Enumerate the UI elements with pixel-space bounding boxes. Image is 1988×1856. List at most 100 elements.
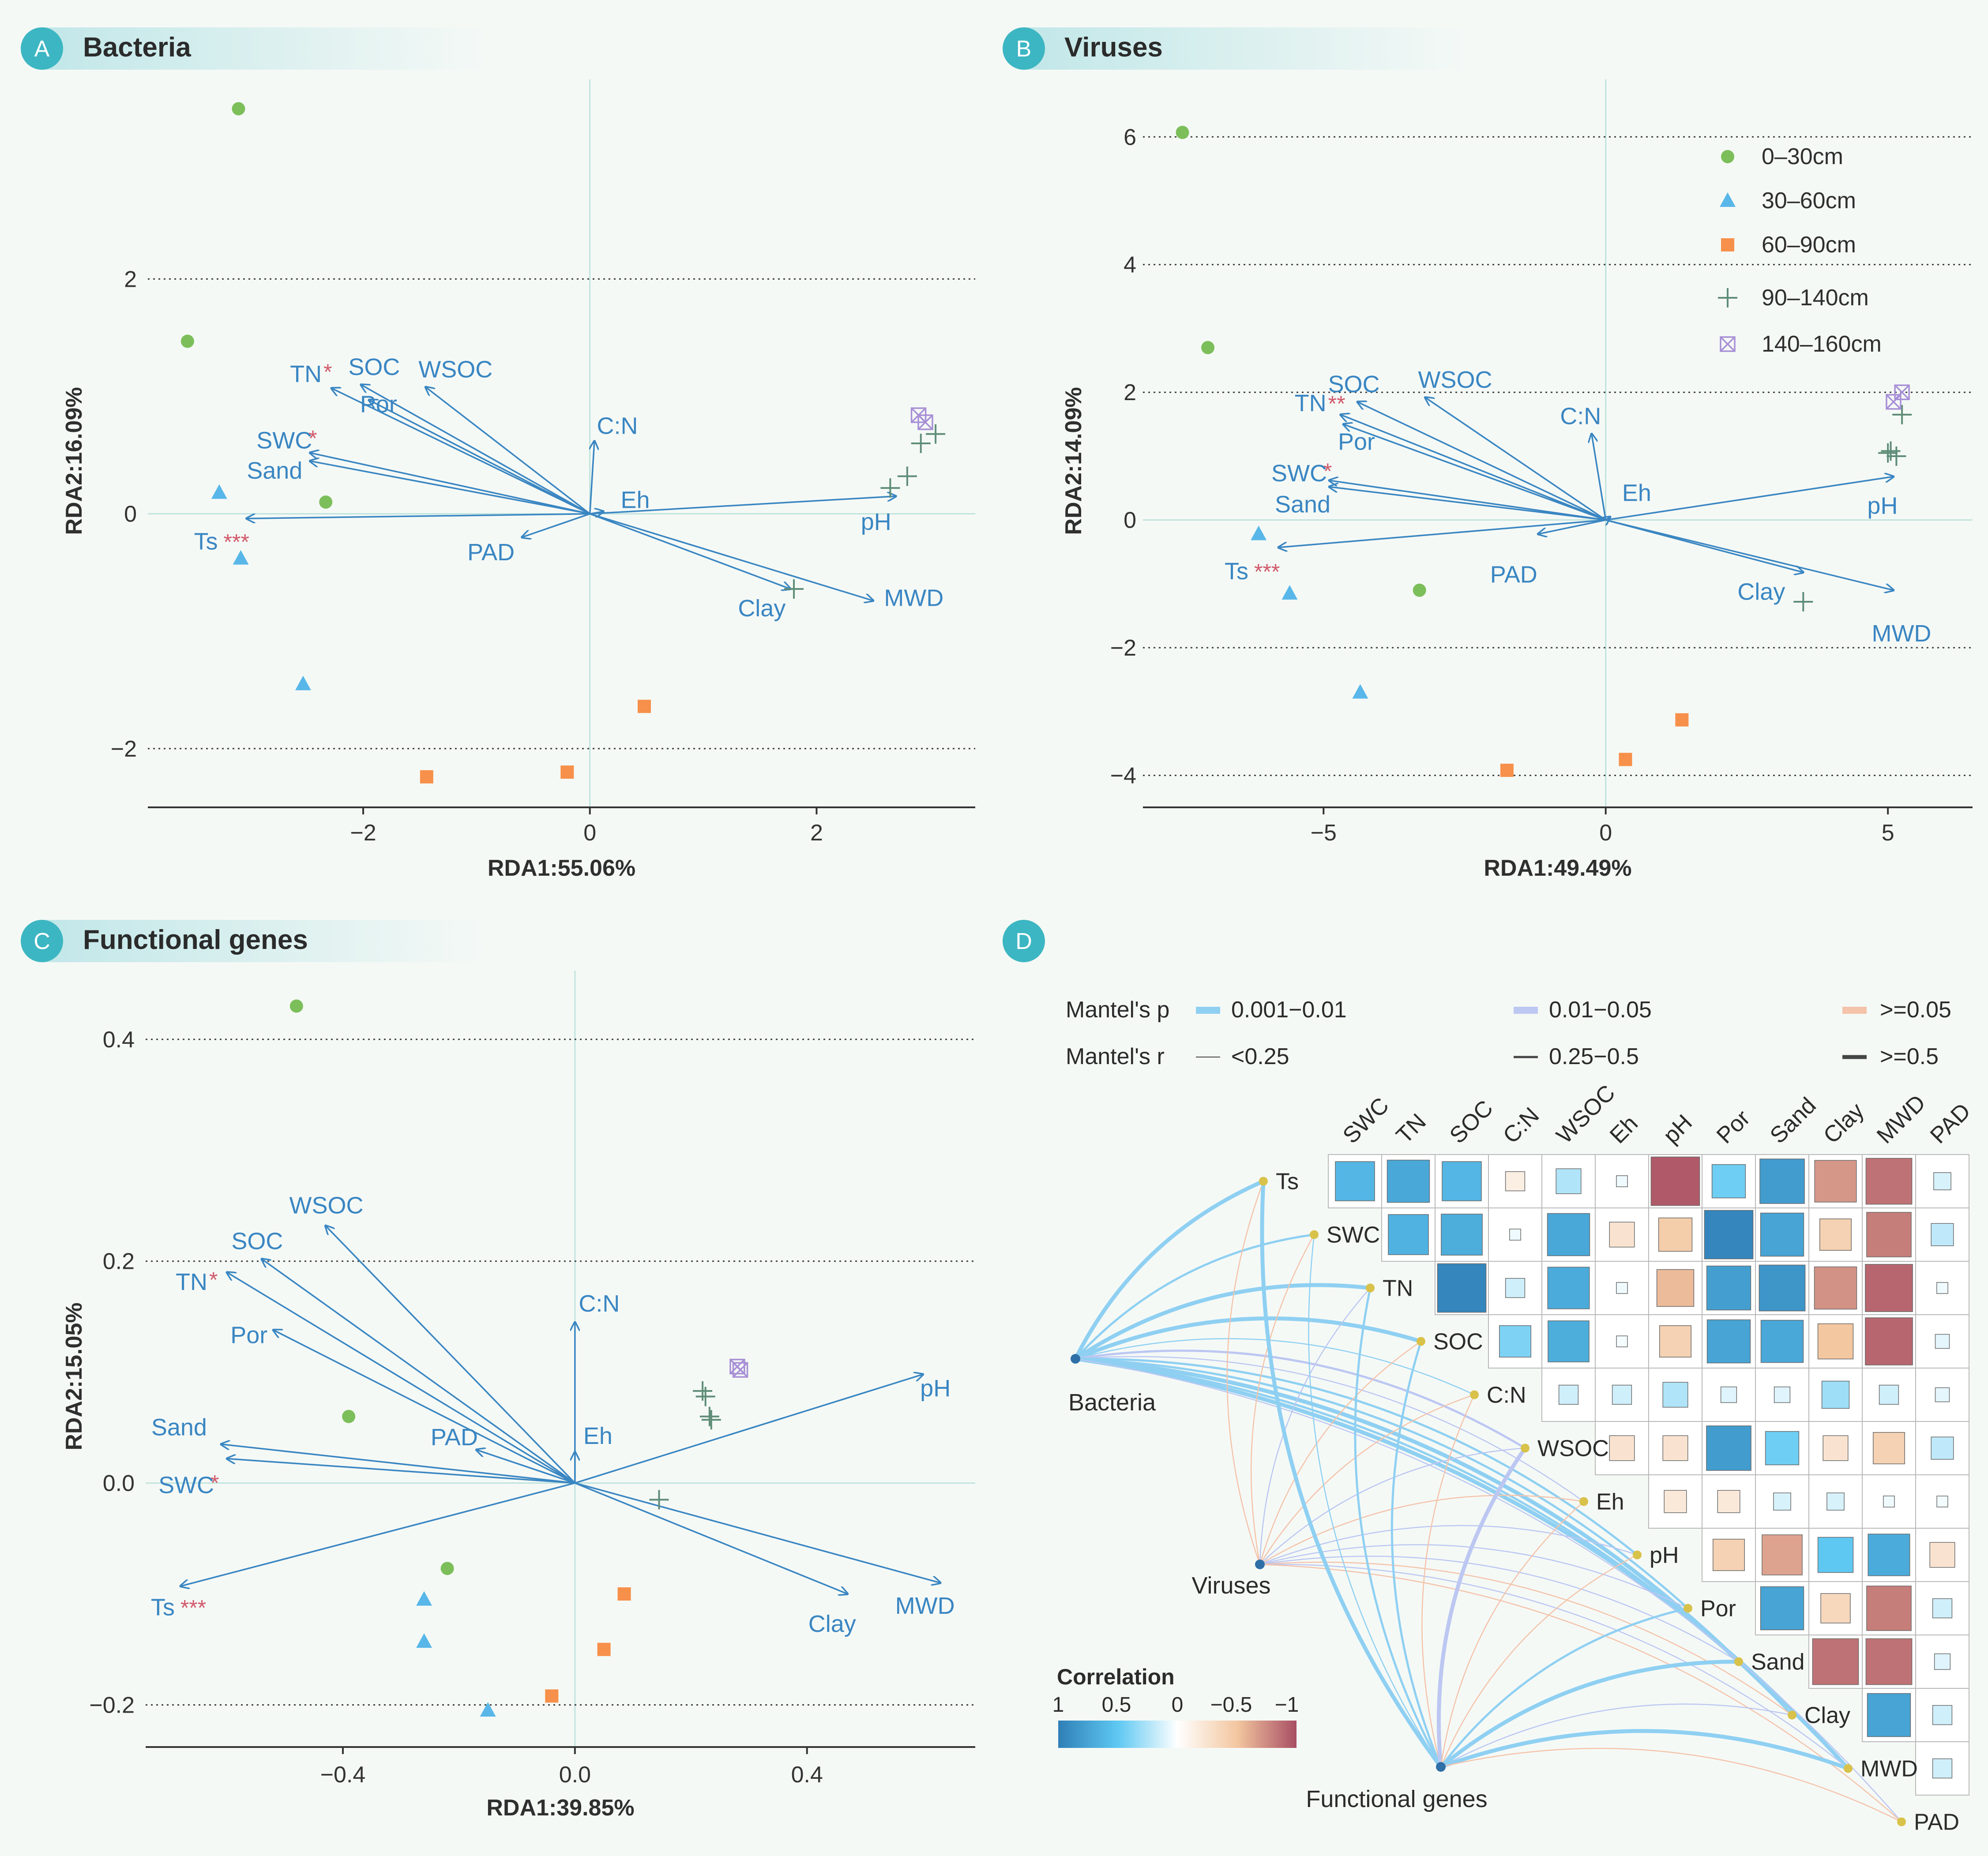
panel-a-letter: A: [34, 36, 50, 62]
significance-mark: *: [323, 360, 332, 384]
mantel-link: [1260, 1179, 1443, 1769]
mantel-link: [1440, 1703, 1793, 1768]
mantel-link: [1440, 1554, 1638, 1768]
data-point: [180, 334, 194, 348]
column-label: SOC: [1445, 1095, 1498, 1149]
correlation-square: [1866, 1212, 1912, 1257]
legend-item-90-140: 90–140cm: [1718, 285, 1869, 311]
correlation-square: [1765, 1431, 1800, 1466]
row-label: Sand: [1751, 1650, 1804, 1675]
vector-label: MWD: [884, 585, 943, 611]
x-tick-label: 2: [810, 820, 823, 846]
correlation-square: [1819, 1219, 1852, 1251]
vector-label: PAD: [467, 539, 515, 566]
panel-d-letter: D: [1015, 929, 1032, 954]
correlation-square: [1773, 1492, 1791, 1511]
vector-arrow: [331, 388, 590, 515]
column-label: PAD: [1925, 1099, 1976, 1149]
data-point: [416, 1591, 432, 1606]
mantel-link: [1226, 1181, 1264, 1565]
panel-b-letter: B: [1016, 36, 1032, 62]
variable-node: [1521, 1444, 1530, 1453]
vector-arrow: [227, 1272, 575, 1484]
correlation-square: [1609, 1435, 1635, 1461]
correlation-square: [1656, 1269, 1695, 1307]
row-label: Por: [1700, 1596, 1736, 1622]
mantel-link: [1075, 1338, 1475, 1395]
mantel-r-label-mid: 0.25−0.5: [1549, 1044, 1639, 1069]
vector-label: Por: [360, 391, 397, 418]
correlation-square: [1935, 1387, 1950, 1402]
mantel-link: [1074, 1234, 1315, 1360]
vector-label: SWC: [1271, 460, 1327, 487]
mantel-link: [1073, 1357, 1741, 1664]
vector-label: SWC: [256, 427, 312, 454]
mantel-link: [1074, 1357, 1639, 1556]
mantel-link: [1436, 1446, 1527, 1769]
variable-node: [1259, 1177, 1268, 1186]
panel-b-title-bar: [1024, 27, 1474, 70]
legend-marker-triangle: [1720, 192, 1736, 207]
y-tick-label: 2: [124, 266, 137, 292]
correlation-square: [1932, 1598, 1953, 1619]
vector-arrow: [1357, 402, 1606, 521]
column-label: WSOC: [1552, 1080, 1620, 1148]
correlation-colorbar: Correlation 1 0.5 0 −0.5 −1: [1052, 1665, 1299, 1748]
correlation-square: [1879, 1384, 1899, 1405]
legend-marker-circle: [1721, 150, 1734, 163]
correlation-square: [1936, 1282, 1948, 1294]
mantel-link: [1259, 1525, 1638, 1565]
vector-arrow: [522, 513, 590, 537]
mantel-p-label-mid: 0.01−0.05: [1549, 997, 1652, 1023]
correlation-square: [1706, 1425, 1751, 1471]
mantel-p-label-high: >=0.05: [1880, 997, 1951, 1023]
x-axis-label: RDA1:55.06%: [488, 855, 635, 881]
data-point: [1201, 341, 1215, 354]
correlation-square: [1873, 1432, 1905, 1464]
row-label: SOC: [1433, 1329, 1483, 1355]
y-tick-label: 0.2: [103, 1249, 135, 1275]
y-tick-label: −2: [111, 736, 137, 762]
vector-label: Sand: [1275, 491, 1330, 517]
y-tick-label: −4: [1110, 763, 1136, 789]
y-tick-label: 4: [1124, 252, 1136, 278]
mantel-link: [1354, 1287, 1442, 1768]
correlation-square: [1704, 1210, 1754, 1260]
vector-label: Clay: [1737, 578, 1785, 605]
variable-node: [1579, 1497, 1588, 1506]
correlation-square: [1826, 1492, 1845, 1511]
mantel-p-label-low: 0.001−0.01: [1231, 997, 1347, 1023]
mantel-legend: Mantel's p 0.001−0.01 0.01−0.05 >=0.05 M…: [1066, 997, 1951, 1069]
vector-label: MWD: [895, 1593, 955, 1619]
data-point: [1881, 441, 1901, 461]
legend-label: 60–90cm: [1762, 232, 1856, 258]
mantel-link: [1259, 1341, 1422, 1565]
vector-label: Clay: [738, 595, 785, 622]
mantel-link: [1439, 1659, 1741, 1769]
correlation-square: [1556, 1168, 1582, 1194]
correlation-square: [1931, 1436, 1954, 1460]
data-point: [440, 1562, 454, 1575]
correlation-square: [1616, 1175, 1628, 1187]
correlation-square: [1812, 1638, 1859, 1685]
mantel-link: [1440, 1501, 1585, 1768]
correlation-square: [1814, 1266, 1857, 1310]
legend-marker: [1721, 238, 1734, 251]
legend-marker-plus: [1718, 288, 1737, 307]
group-label: Viruses: [1191, 1572, 1270, 1599]
correlation-square: [1821, 1380, 1850, 1409]
correlation-grid: [1328, 1154, 1969, 1796]
colorbar-tick: −0.5: [1210, 1693, 1252, 1717]
correlation-square: [1335, 1161, 1375, 1201]
vector-arrow: [1341, 415, 1606, 521]
column-label: SWC: [1338, 1093, 1394, 1149]
y-tick-label: 6: [1124, 124, 1136, 150]
vector-label: SOC: [231, 1228, 283, 1255]
panel-b-header: B Viruses: [1003, 27, 1474, 70]
data-point: [232, 102, 245, 116]
vector-arrow: [361, 385, 590, 515]
group-node: [1255, 1560, 1265, 1569]
vector-arrow: [425, 387, 590, 515]
legend-item-140-160: 140–160cm: [1720, 331, 1882, 357]
